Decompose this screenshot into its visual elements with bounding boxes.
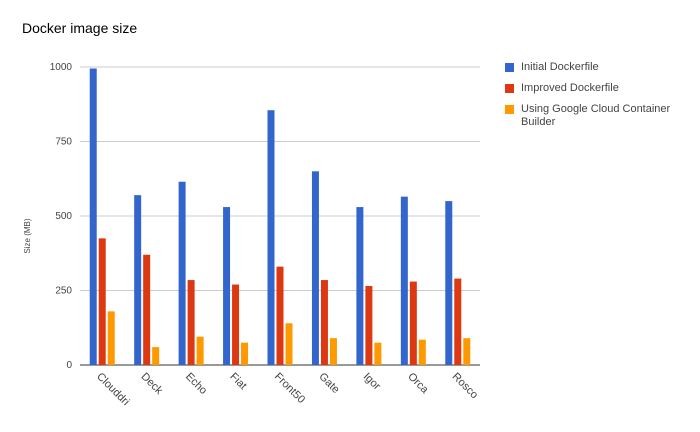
bar bbox=[134, 195, 142, 365]
y-tick-labels: 0 250 500 750 1000 bbox=[50, 62, 73, 371]
bar bbox=[241, 342, 249, 365]
bar bbox=[463, 338, 471, 365]
x-tick-label: Fiat bbox=[227, 371, 248, 392]
bar bbox=[365, 286, 373, 365]
x-tick-label: Echo bbox=[183, 371, 209, 397]
x-tick-label: Rosco bbox=[450, 371, 481, 402]
legend-label: Initial Dockerfile bbox=[521, 61, 599, 73]
y-axis-label: Size (MB) bbox=[23, 218, 32, 253]
bar bbox=[223, 207, 231, 365]
bar bbox=[311, 171, 319, 365]
bar bbox=[409, 281, 417, 365]
bar bbox=[196, 336, 204, 365]
bar bbox=[320, 280, 328, 365]
bar bbox=[89, 68, 97, 366]
bar bbox=[329, 338, 337, 365]
x-tick-label: Igor bbox=[361, 371, 383, 393]
bar bbox=[143, 254, 151, 365]
bars bbox=[89, 68, 471, 366]
y-tick-label: 500 bbox=[55, 211, 72, 222]
legend-label: Using Google Cloud Container Builder bbox=[521, 103, 671, 128]
legend-item: Initial Dockerfile bbox=[505, 61, 695, 74]
bar bbox=[445, 201, 453, 365]
bar bbox=[187, 280, 195, 365]
y-tick-label: 250 bbox=[55, 286, 72, 297]
bar bbox=[285, 323, 293, 365]
x-tick-label: Clouddri bbox=[94, 371, 131, 408]
x-tick-label: Orca bbox=[405, 371, 431, 397]
bar bbox=[178, 181, 186, 365]
bar bbox=[356, 207, 364, 365]
bar bbox=[400, 196, 408, 365]
x-tick-label: Front50 bbox=[272, 371, 307, 406]
legend-swatch bbox=[505, 63, 514, 72]
bar bbox=[107, 311, 115, 365]
bar bbox=[276, 266, 284, 365]
bar bbox=[374, 342, 382, 365]
x-tick-label: Deck bbox=[139, 371, 166, 398]
legend-swatch bbox=[505, 105, 514, 114]
legend: Initial Dockerfile Improved Dockerfile Usi… bbox=[505, 61, 695, 137]
legend-item: Using Google Cloud Container Builder bbox=[505, 103, 695, 129]
chart-title: Docker image size bbox=[22, 20, 138, 36]
bar bbox=[98, 238, 106, 365]
bar bbox=[418, 339, 426, 365]
y-tick-label: 0 bbox=[66, 360, 72, 371]
bar bbox=[152, 347, 160, 365]
legend-swatch bbox=[505, 84, 514, 93]
x-tick-labels: Clouddri Deck Echo Fiat Front50 Gate Igor Orca R… bbox=[94, 371, 480, 408]
legend-label: Improved Dockerfile bbox=[521, 82, 619, 94]
bar bbox=[267, 110, 275, 366]
bar bbox=[232, 284, 240, 365]
y-tick-label: 1000 bbox=[50, 62, 73, 73]
x-tick-label: Gate bbox=[316, 371, 341, 396]
y-tick-label: 750 bbox=[55, 137, 72, 148]
legend-item: Improved Dockerfile bbox=[505, 82, 695, 95]
bar bbox=[454, 278, 462, 365]
